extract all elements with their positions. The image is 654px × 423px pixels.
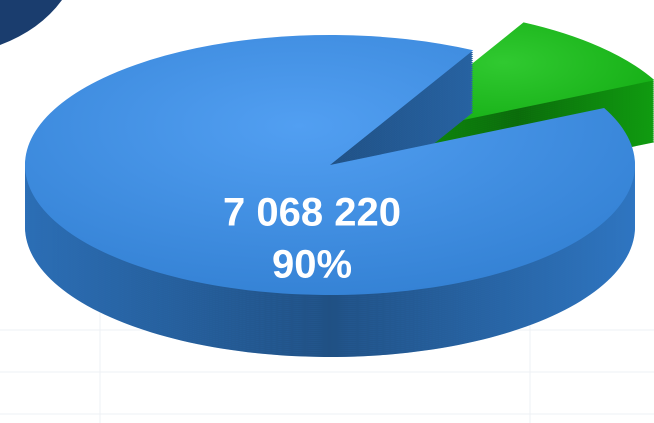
cropped-shape — [0, 0, 62, 45]
data-label: 90% — [272, 243, 352, 287]
data-label: 7 068 220 — [223, 191, 401, 235]
pie: 7 068 220 90% — [24, 22, 654, 358]
slice-shine — [25, 35, 636, 296]
